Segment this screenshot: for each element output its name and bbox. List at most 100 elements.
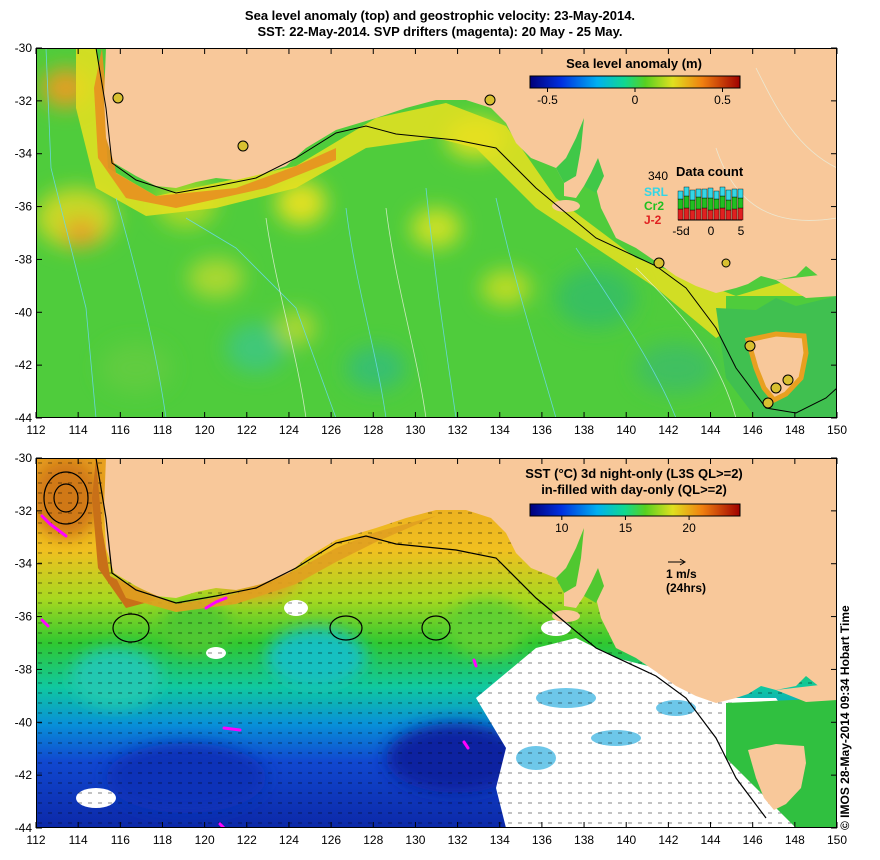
velocity-scale-note: (24hrs) [666,581,706,595]
data-count-inset: Data count 340 SRL Cr2 J-2 -5d 0 5 [644,164,745,238]
sst-colorbar-title-line-1: SST (°C) 3d night-only (L3S QL>=2) [525,466,743,481]
x-tick-label: 122 [237,423,257,437]
data-count-bar [725,189,732,201]
data-count-bar [731,188,738,198]
legend-j2: J-2 [644,213,662,227]
y-tick-label: -42 [15,358,33,372]
coastal-anomaly-band [76,48,837,338]
x-tick-label: 132 [448,423,468,437]
x-tick-label: 114 [69,833,88,847]
x-tick-label: 148 [785,833,805,847]
x-tick-label: 112 [26,833,45,847]
y-tick-label: -36 [15,610,33,624]
data-count-bar [677,190,684,200]
y-tick-label: -42 [15,768,33,782]
colorbar-tick-label: -0.5 [537,93,558,107]
map-title-line-1: Sea level anomaly (top) and geostrophic … [244,8,636,23]
x-tick-label: 116 [111,423,130,437]
x-tick-label: 116 [111,833,130,847]
y-tick-label: -40 [15,715,33,729]
sea-level-anomaly-map: Sea level anomaly (m) -0.5 0 0.5 Data coun… [36,48,837,418]
y-tick-label: -40 [15,305,33,319]
x-tick-label: 120 [195,833,215,847]
land-tasmania [748,744,806,810]
legend-cr2: Cr2 [644,199,664,213]
sst-colorbar-title-line-2: in-filled with day-only (QL>=2) [541,482,727,497]
shelf-break-contour [95,458,767,819]
x-tick-label: 138 [574,423,594,437]
sst-colorbar: SST (°C) 3d night-only (L3S QL>=2) in-fi… [525,466,743,535]
sla-colorbar-title: Sea level anomaly (m) [566,56,702,71]
data-count-bar [701,188,708,199]
y-tick-label: -38 [15,662,33,676]
data-count-bar [695,188,702,198]
y-tick-label: -38 [15,252,33,266]
x-tick-label: 120 [195,423,215,437]
bathymetry-contours [45,48,677,418]
y-tick-label: -30 [15,41,33,55]
x-tick-label: 134 [490,833,510,847]
land-australia [104,48,837,293]
data-count-max-label: 340 [648,169,668,183]
x-tick-label: 126 [321,833,341,847]
x-tick-label: 142 [658,423,678,437]
data-count-bar [713,190,720,200]
count-tick-neg5: -5d [672,224,689,238]
y-tick-label: -34 [15,147,33,161]
sst-map: SST (°C) 3d night-only (L3S QL>=2) in-fi… [36,458,837,828]
x-tick-label: 140 [616,423,636,437]
x-tick-label: 124 [279,833,299,847]
data-count-title: Data count [676,164,744,179]
x-tick-label: 136 [532,833,552,847]
x-tick-label: 150 [827,423,847,437]
count-tick-0: 0 [708,224,715,238]
velocity-scale-label: 1 m/s [666,567,697,581]
x-tick-label: 148 [785,423,805,437]
data-count-bar [689,189,696,201]
x-tick-label: 138 [574,833,594,847]
x-tick-label: 126 [321,423,341,437]
land-australia [104,458,837,703]
x-tick-label: 130 [405,833,425,847]
colorbar-tick-label: 0 [632,93,639,107]
y-tick-label: -44 [15,821,33,835]
x-tick-label: 144 [701,423,721,437]
sla-colorbar: Sea level anomaly (m) -0.5 0 0.5 [529,56,741,107]
x-tick-label: 146 [743,423,763,437]
imos-credit: © IMOS 28-May-2014 09:34 Hobart Time [838,605,852,830]
data-count-bar [719,186,726,197]
colorbar-tick-label: 0.5 [714,93,731,107]
x-tick-label: 112 [26,423,45,437]
x-tick-label: 140 [616,833,636,847]
data-count-bar [707,187,714,199]
x-tick-label: 118 [153,833,172,847]
x-tick-label: 144 [701,833,721,847]
legend-srl: SRL [644,185,668,199]
x-tick-label: 114 [69,423,88,437]
y-tick-label: -30 [15,451,33,465]
y-tick-label: -44 [15,411,33,425]
tide-gauge-markers [112,92,794,409]
y-tick-label: -34 [15,557,33,571]
x-tick-label: 130 [405,423,425,437]
x-tick-label: 136 [532,423,552,437]
colorbar-tick-label: 20 [682,521,696,535]
x-tick-label: 142 [658,833,678,847]
x-tick-label: 122 [237,833,257,847]
x-tick-label: 118 [153,423,172,437]
velocity-scale-legend: 1 m/s (24hrs) [666,558,706,595]
colorbar-tick-label: 10 [555,521,569,535]
x-tick-label: 150 [827,833,847,847]
kangaroo-island [552,200,580,212]
x-tick-label: 134 [490,423,510,437]
x-tick-label: 132 [448,833,468,847]
x-tick-label: 124 [279,423,299,437]
kangaroo-island [552,610,580,622]
data-count-bars [677,186,744,221]
eddy-streamlines [43,471,451,643]
y-tick-label: -32 [15,94,33,108]
map-title-line-2: SST: 22-May-2014. SVP drifters (magenta)… [257,24,623,39]
x-tick-label: 128 [363,833,383,847]
shelf-break-contour [95,48,837,414]
